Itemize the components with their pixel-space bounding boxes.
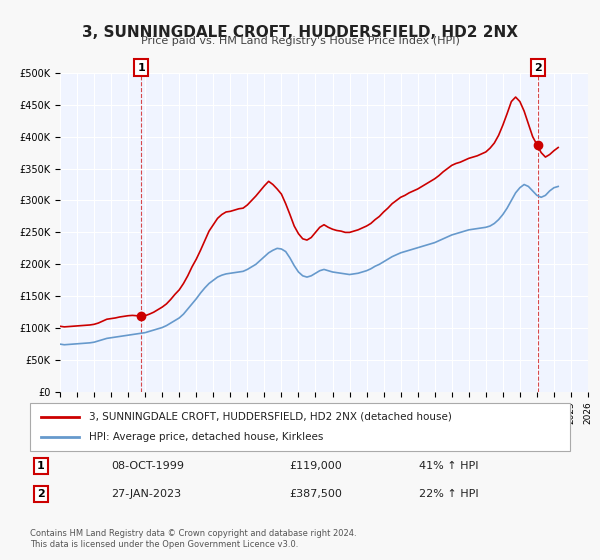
FancyBboxPatch shape xyxy=(30,403,570,451)
Text: 2: 2 xyxy=(37,489,44,499)
Text: 08-OCT-1999: 08-OCT-1999 xyxy=(111,461,184,471)
Text: 1: 1 xyxy=(137,63,145,73)
Text: £119,000: £119,000 xyxy=(289,461,342,471)
Text: Contains HM Land Registry data © Crown copyright and database right 2024.: Contains HM Land Registry data © Crown c… xyxy=(30,529,356,538)
Text: 27-JAN-2023: 27-JAN-2023 xyxy=(111,489,181,499)
Text: 3, SUNNINGDALE CROFT, HUDDERSFIELD, HD2 2NX: 3, SUNNINGDALE CROFT, HUDDERSFIELD, HD2 … xyxy=(82,25,518,40)
Text: 1: 1 xyxy=(37,461,44,471)
Text: 3, SUNNINGDALE CROFT, HUDDERSFIELD, HD2 2NX (detached house): 3, SUNNINGDALE CROFT, HUDDERSFIELD, HD2 … xyxy=(89,412,452,422)
Text: 2: 2 xyxy=(534,63,542,73)
Text: HPI: Average price, detached house, Kirklees: HPI: Average price, detached house, Kirk… xyxy=(89,432,324,442)
Text: Price paid vs. HM Land Registry's House Price Index (HPI): Price paid vs. HM Land Registry's House … xyxy=(140,36,460,46)
Text: This data is licensed under the Open Government Licence v3.0.: This data is licensed under the Open Gov… xyxy=(30,540,298,549)
Text: 22% ↑ HPI: 22% ↑ HPI xyxy=(419,489,478,499)
Text: £387,500: £387,500 xyxy=(289,489,342,499)
Text: 41% ↑ HPI: 41% ↑ HPI xyxy=(419,461,478,471)
